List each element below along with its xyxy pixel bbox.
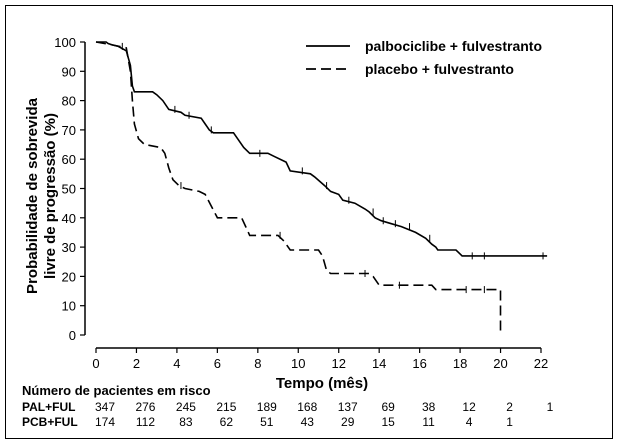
y-tick-label-60: 60 [62,152,76,167]
x-tick-label-4: 4 [173,356,180,371]
risk-cell: 4 [465,415,473,429]
risk-table-title: Número de pacientes em risco [22,383,211,398]
y-tick-label-20: 20 [62,269,76,284]
y-tick-label-100: 100 [54,35,76,50]
risk-cell: 62 [219,415,234,429]
risk-cell: 15 [381,415,395,429]
risk-cell: 29 [341,415,355,429]
risk-cell: 83 [179,415,193,429]
ticks: 0 10 20 30 40 50 60 70 80 90 100 0 2 4 6 8 10 12 14 16 18 20 2… [54,35,548,371]
y-tick-label-50: 50 [62,182,76,197]
y-tick-label-10: 10 [62,299,76,314]
series-line-1 [95,41,502,335]
risk-cell: 174 [94,415,116,429]
x-tick-label-8: 8 [254,356,261,371]
risk-cell: 1 [546,400,554,414]
legend-label-placebo: placebo + fulvestranto [365,61,514,77]
risk-cell: 168 [297,400,318,414]
risk-cell: 51 [260,415,274,429]
x-tick-label-14: 14 [372,356,386,371]
survival-curves [95,41,548,335]
risk-cell: 1 [506,415,513,429]
risk-cell: 347 [94,400,116,414]
risk-cell: 12 [462,400,476,414]
x-tick-label-10: 10 [291,356,305,371]
series-line-0 [96,41,548,257]
risk-cell: 43 [300,415,314,429]
x-tick-label-0: 0 [92,356,99,371]
risk-cell: 69 [381,400,395,414]
risk-row-label-pcb: PCB+FUL [22,415,78,429]
risk-cell: 276 [135,400,156,414]
y-axis-label-line2: livre de progressão (%) [42,113,59,279]
risk-cell: 38 [421,400,436,414]
y-tick-label-30: 30 [62,240,76,255]
x-tick-label-22: 22 [534,356,548,371]
risk-cell: 189 [256,400,277,414]
y-tick-label-80: 80 [62,94,76,109]
x-tick-label-20: 20 [493,356,507,371]
risk-cell: 215 [216,400,237,414]
x-tick-label-16: 16 [412,356,426,371]
legend: palbociclibe + fulvestranto placebo + fu… [306,38,542,77]
y-tick-label-70: 70 [62,123,76,138]
risk-cell: 11 [422,415,435,429]
risk-cell: 137 [337,400,358,414]
x-axis-label: Tempo (mês) [276,375,368,392]
x-tick-label-6: 6 [214,356,221,371]
legend-label-palbociclibe: palbociclibe + fulvestranto [365,38,542,54]
x-tick-label-2: 2 [133,356,140,371]
y-tick-label-40: 40 [62,211,76,226]
y-tick-label-90: 90 [62,64,76,79]
y-tick-label-0: 0 [69,328,76,343]
risk-cell: 2 [506,400,513,414]
risk-cell: 245 [175,400,196,414]
axes [84,42,541,349]
y-axis-label-line1: Probabilidade de sobrevida [24,97,41,294]
figure-frame [5,5,613,439]
risk-row-label-pal: PAL+FUL [22,400,76,414]
x-tick-label-18: 18 [453,356,467,371]
x-tick-label-12: 12 [331,356,345,371]
risk-cell: 112 [135,415,156,429]
